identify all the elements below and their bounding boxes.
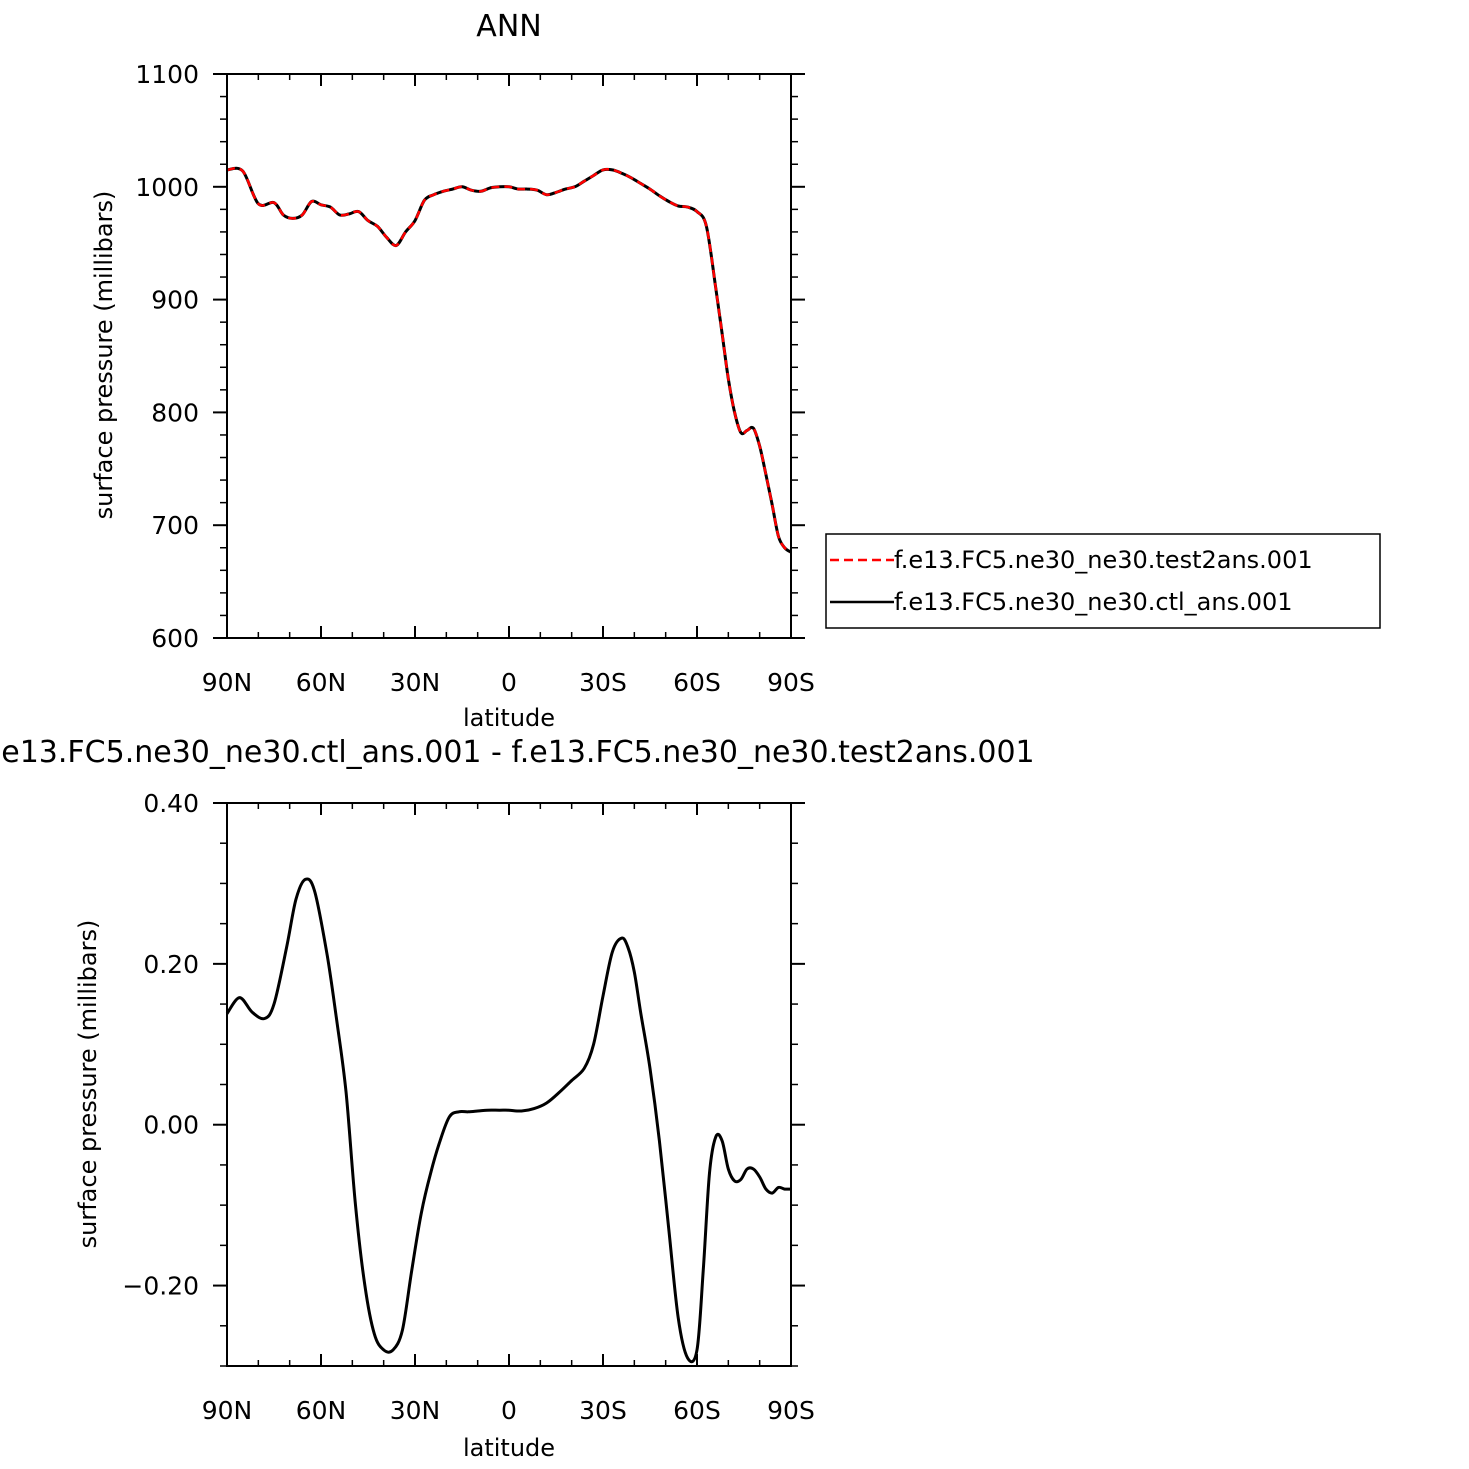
x-tick-label: 0 — [501, 1396, 517, 1425]
x-tick-label: 60N — [296, 1396, 347, 1425]
x-tick-label: 60N — [296, 668, 347, 697]
y-axis-label: surface pressure (millibars) — [74, 920, 102, 1249]
legend-label-test: f.e13.FC5.ne30_ne30.test2ans.001 — [894, 546, 1313, 574]
y-tick-label: 0.20 — [143, 950, 199, 979]
x-tick-label: 30S — [579, 668, 627, 697]
y-tick-label: 1100 — [135, 60, 199, 89]
x-tick-label: 90N — [202, 668, 253, 697]
x-tick-label: 90S — [767, 1396, 815, 1425]
y-tick-label: 700 — [151, 511, 199, 540]
series-lines — [225, 877, 792, 1364]
x-axis-label: latitude — [463, 1434, 555, 1462]
legend: f.e13.FC5.ne30_ne30.test2ans.001 f.e13.F… — [825, 533, 1381, 629]
x-tick-label: 90S — [767, 668, 815, 697]
x-tick-label: 60S — [673, 668, 721, 697]
y-tick-label: 800 — [151, 398, 199, 427]
x-tick-label: 60S — [673, 1396, 721, 1425]
surface-pressure-panel: ANN 600 700 800 900 1000 1100 90N 60N 30N 0 30S 60… — [90, 9, 815, 732]
legend-label-ctl: f.e13.FC5.ne30_ne30.ctl_ans.001 — [894, 588, 1293, 616]
x-axis-label: latitude — [463, 704, 555, 732]
y-tick-labels: −0.20 0.00 0.20 0.40 — [122, 789, 199, 1301]
tick-marks — [213, 802, 805, 1367]
chart-title: ANN — [476, 9, 541, 44]
y-tick-labels: 600 700 800 900 1000 1100 — [135, 60, 199, 653]
tick-marks — [213, 73, 805, 639]
y-axis-label: surface pressure (millibars) — [90, 191, 118, 520]
legend-box — [825, 533, 1381, 629]
x-tick-label: 30S — [579, 1396, 627, 1425]
x-tick-labels: 90N 60N 30N 0 30S 60S 90S — [202, 668, 815, 697]
x-tick-label: 0 — [501, 668, 517, 697]
x-tick-labels: 90N 60N 30N 0 30S 60S 90S — [202, 1396, 815, 1425]
series-line-test — [226, 166, 792, 554]
y-tick-label: 600 — [151, 624, 199, 653]
y-tick-label: 0.40 — [143, 789, 199, 818]
y-tick-label: 1000 — [135, 173, 199, 202]
y-tick-label: −0.20 — [122, 1272, 199, 1301]
x-tick-label: 30N — [390, 1396, 441, 1425]
chart-title: f.e13.FC5.ne30_ne30.ctl_ans.001 - f.e13.… — [0, 735, 1035, 770]
y-tick-label: 900 — [151, 286, 199, 315]
series-line-difference — [225, 877, 792, 1364]
y-tick-label: 0.00 — [143, 1111, 199, 1140]
x-tick-label: 90N — [202, 1396, 253, 1425]
x-tick-label: 30N — [390, 668, 441, 697]
plot-frame — [226, 73, 792, 639]
series-lines — [226, 166, 792, 554]
plot-frame — [226, 802, 792, 1367]
difference-panel: f.e13.FC5.ne30_ne30.ctl_ans.001 - f.e13.… — [0, 735, 1035, 1462]
